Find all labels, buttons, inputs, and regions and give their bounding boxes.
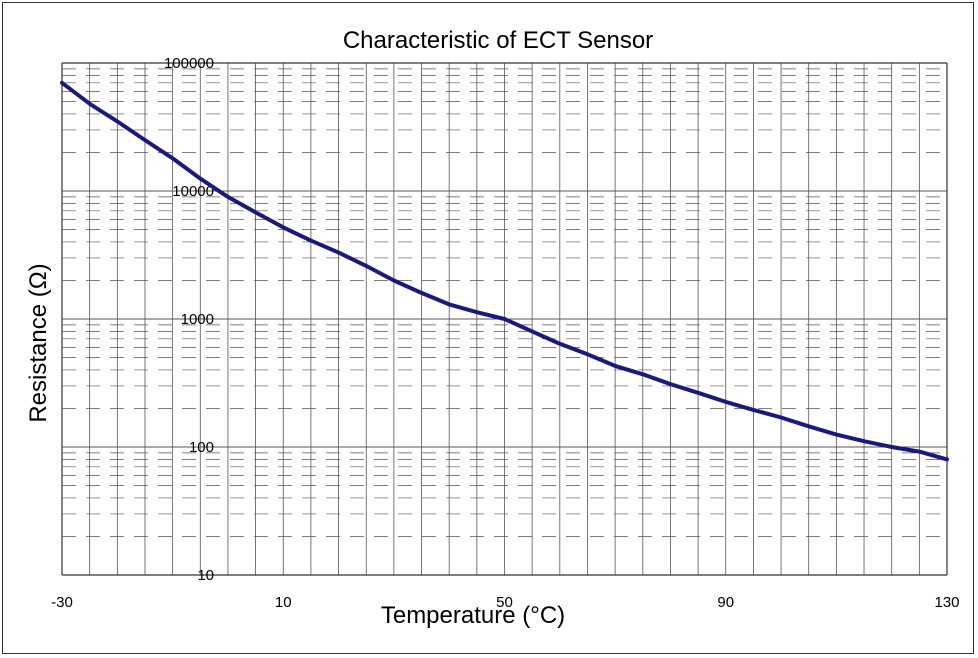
grid [61, 62, 948, 576]
y-tick-label: 10 [197, 567, 214, 584]
chart-title: Characteristic of ECT Sensor [343, 27, 653, 54]
y-axis-label: Resistance (Ω) [25, 263, 52, 422]
x-tick-label: -30 [51, 594, 73, 611]
x-tick-labels: -30 10 50 90 130 [51, 594, 959, 611]
y-tick-label: 100 [189, 439, 214, 456]
x-axis-label: Temperature (°C) [381, 602, 565, 629]
x-tick-label: 130 [934, 594, 959, 611]
y-tick-label: 1000 [181, 311, 214, 328]
y-tick-label: 10000 [172, 183, 214, 200]
y-tick-labels: 100000 10000 1000 100 10 [164, 55, 214, 584]
x-tick-label: 90 [717, 594, 734, 611]
resistance-curve [60, 80, 949, 462]
x-tick-label: 10 [275, 594, 292, 611]
x-tick-label: 50 [496, 594, 513, 611]
y-tick-label: 100000 [164, 55, 214, 72]
